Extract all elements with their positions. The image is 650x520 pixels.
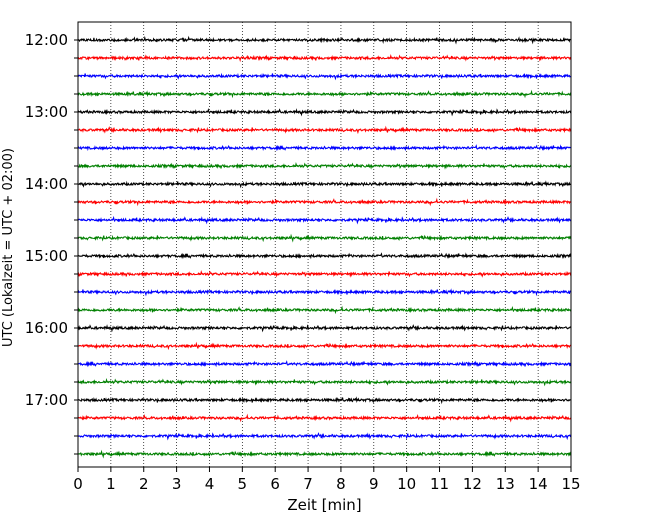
- x-tick-label: 4: [205, 475, 215, 493]
- trace-line: [77, 377, 572, 387]
- trace-line: [77, 432, 572, 441]
- trace-line: [77, 252, 572, 260]
- x-tick-label: 7: [303, 475, 313, 493]
- trace-line: [77, 35, 572, 45]
- trace-line: [77, 125, 572, 135]
- x-axis: 0 1 2 3 4 5 6 7 8 9 10 11 12 13 14 15: [73, 467, 581, 493]
- x-tick-label: 0: [73, 475, 83, 493]
- trace-series: [77, 35, 572, 459]
- x-tick-label: 5: [238, 475, 248, 493]
- x-tick-label: 11: [430, 475, 449, 493]
- trace-line: [77, 180, 572, 189]
- x-tick-label: 9: [369, 475, 379, 493]
- x-tick-label: 8: [336, 475, 346, 493]
- trace-line: [77, 341, 572, 351]
- trace-line: [77, 305, 572, 315]
- x-grid: [110, 22, 539, 467]
- x-tick-label: 2: [139, 475, 149, 493]
- x-axis-title: Zeit [min]: [287, 496, 361, 514]
- plot-frame: [77, 21, 572, 468]
- trace-line: [77, 360, 572, 368]
- trace-line: [77, 413, 572, 423]
- trace-line: [77, 54, 572, 63]
- trace-line: [77, 197, 572, 207]
- trace-line: [77, 270, 572, 278]
- trace-line: [77, 107, 572, 117]
- x-tick-label: 1: [106, 475, 116, 493]
- y-tick-label: 16:00: [25, 319, 68, 337]
- trace-line: [77, 288, 572, 297]
- x-tick-label: 3: [172, 475, 182, 493]
- x-tick-label: 6: [270, 475, 280, 493]
- y-tick-label: 15:00: [25, 247, 68, 265]
- trace-line: [77, 396, 572, 405]
- y-tick-label: 12:00: [25, 31, 68, 49]
- trace-line: [77, 161, 572, 170]
- y-tick-label: 17:00: [25, 391, 68, 409]
- y-axis: 12:00 13:00 14:00 15:00 16:00 17:00: [25, 31, 78, 455]
- y-tick-label: 14:00: [25, 175, 68, 193]
- x-tick-label: 12: [463, 475, 482, 493]
- trace-line: [77, 144, 572, 152]
- x-tick-label: 13: [496, 475, 515, 493]
- trace-line: [77, 215, 572, 225]
- x-tick-label: 14: [529, 475, 548, 493]
- y-tick-label: 13:00: [25, 103, 68, 121]
- trace-line: [77, 449, 572, 459]
- x-tick-label: 15: [561, 475, 580, 493]
- trace-line: [77, 89, 572, 99]
- trace-line: [77, 233, 572, 243]
- trace-line: [77, 72, 572, 81]
- x-tick-label: 10: [397, 475, 416, 493]
- y-axis-title: UTC (Lokalzeit = UTC + 02:00): [1, 148, 16, 347]
- trace-line: [77, 324, 572, 333]
